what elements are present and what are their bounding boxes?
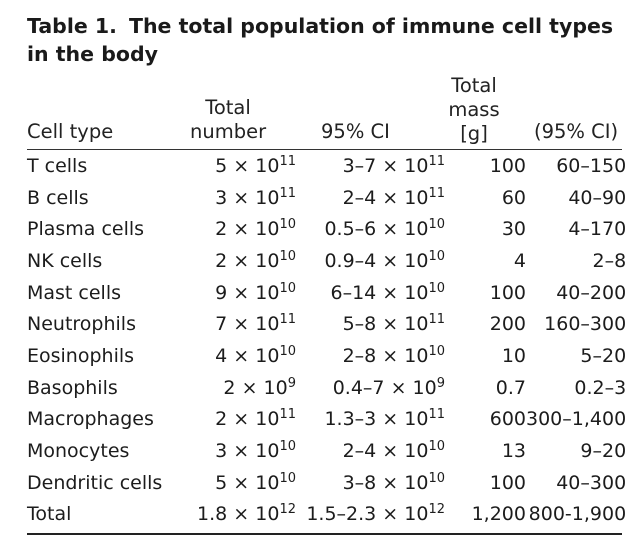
total-number-value: 5 × 1011	[215, 153, 296, 177]
ci-range-value: 1.3–3 × 1011	[324, 407, 445, 431]
cell-type-name: Mast cells	[27, 281, 122, 304]
table-row: Monocytes 3 × 1010 2–4 × 1010 13 9–20	[27, 435, 626, 467]
total-mass-value: 1,200	[471, 503, 526, 526]
cell-type-name: Basophils	[27, 376, 118, 399]
mass-ci-value: 9–20	[580, 440, 627, 463]
mass-ci-value: 40–300	[556, 471, 627, 494]
header-total-number-line1: Total	[205, 96, 251, 119]
ci-range-value: 6–14 × 1010	[330, 280, 445, 304]
cell-type-name: Macrophages	[27, 408, 154, 431]
total-number-value: 7 × 1011	[215, 312, 296, 336]
total-number-value: 9 × 1010	[215, 280, 296, 304]
total-mass-value: 600	[489, 408, 526, 431]
table-row: Total 1.8 × 1012 1.5–2.3 × 1012 1,200 800-1,…	[27, 499, 626, 531]
header-ci: 95% CI	[321, 120, 390, 143]
table-row: Mast cells 9 × 1010 6–14 × 1010 100 40–200	[27, 277, 626, 309]
table-row: Dendritic cells 5 × 1010 3–8 × 1010 100 40–3…	[27, 467, 626, 499]
ci-range-value: 2–4 × 1010	[342, 439, 445, 463]
ci-range-value: 3–7 × 1011	[342, 153, 445, 177]
table-row: Basophils 2 × 109 0.4–7 × 109 0.7 0.2–3	[27, 372, 626, 404]
total-number-value: 4 × 1010	[215, 343, 296, 367]
cell-type-name: Plasma cells	[27, 218, 145, 241]
header-cell-type: Cell type	[27, 120, 114, 143]
mass-ci-value: 2–8	[592, 249, 627, 272]
table-row: NK cells 2 × 1010 0.9–4 × 1010 4 2–8	[27, 245, 626, 277]
cell-type-name: Monocytes	[27, 440, 130, 463]
total-mass-value: 13	[501, 440, 526, 463]
header-total-mass-line3: [g]	[460, 122, 488, 145]
table-row: Neutrophils 7 × 1011 5–8 × 1011 200 160–300	[27, 308, 626, 340]
total-mass-value: 0.7	[495, 376, 526, 399]
total-mass-value: 200	[489, 313, 526, 336]
header-rule	[27, 149, 622, 150]
mass-ci-value: 0.2–3	[574, 376, 627, 399]
total-mass-value: 30	[501, 218, 526, 241]
mass-ci-value: 5–20	[580, 344, 627, 367]
total-mass-value: 100	[489, 154, 526, 177]
total-number-value: 3 × 1010	[215, 439, 296, 463]
table-body: T cells 5 × 1011 3–7 × 1011 100 60–150 B cell…	[27, 150, 626, 530]
total-number-value: 2 × 1010	[215, 248, 296, 272]
mass-ci-value: 4–170	[568, 218, 627, 241]
cell-type-name: NK cells	[27, 249, 103, 272]
mass-ci-value: 160–300	[544, 313, 627, 336]
ci-range-value: 0.9–4 × 1010	[324, 248, 445, 272]
header-total-mass-line1: Total	[451, 74, 497, 97]
cell-type-name: T cells	[27, 154, 88, 177]
ci-range-value: 1.5–2.3 × 1012	[306, 502, 445, 526]
mass-ci-value: 800-1,900	[528, 503, 627, 526]
cell-type-name: B cells	[27, 186, 89, 209]
bottom-rule	[27, 533, 622, 535]
cell-type-name: Total	[27, 503, 72, 526]
header-total-number-line2: number	[190, 120, 267, 143]
mass-ci-value: 60–150	[556, 154, 627, 177]
total-number-value: 2 × 1010	[215, 217, 296, 241]
table-row: T cells 5 × 1011 3–7 × 1011 100 60–150	[27, 150, 626, 182]
ci-range-value: 5–8 × 1011	[342, 312, 445, 336]
header-total-number: Total number	[190, 96, 266, 144]
total-number-value: 2 × 109	[223, 375, 296, 399]
ci-range-value: 0.5–6 × 1010	[324, 217, 445, 241]
ci-range-value: 2–8 × 1010	[342, 343, 445, 367]
ci-range-value: 2–4 × 1011	[342, 185, 445, 209]
total-number-value: 2 × 1011	[215, 407, 296, 431]
total-number-value: 1.8 × 1012	[197, 502, 296, 526]
table-number: Table 1.	[27, 14, 117, 38]
total-mass-value: 100	[489, 281, 526, 304]
header-mass-ci: (95% CI)	[534, 120, 619, 143]
mass-ci-value: 300–1,400	[526, 408, 627, 431]
header-total-mass: Total mass [g]	[448, 74, 500, 146]
table-row: Plasma cells 2 × 1010 0.5–6 × 1010 30 4–170	[27, 213, 626, 245]
total-number-value: 3 × 1011	[215, 185, 296, 209]
cell-type-name: Eosinophils	[27, 344, 135, 367]
total-mass-value: 10	[501, 344, 526, 367]
cell-type-name: Neutrophils	[27, 313, 136, 336]
total-number-value: 5 × 1010	[215, 470, 296, 494]
immune-cell-table: T cells 5 × 1011 3–7 × 1011 100 60–150 B cell…	[27, 150, 626, 530]
total-mass-value: 4	[513, 249, 526, 272]
ci-range-value: 0.4–7 × 109	[332, 375, 445, 399]
cell-type-name: Dendritic cells	[27, 471, 163, 494]
table-row: B cells 3 × 1011 2–4 × 1011 60 40–90	[27, 182, 626, 214]
table-caption: The total population of immune cell type…	[27, 14, 614, 66]
total-mass-value: 60	[501, 186, 526, 209]
mass-ci-value: 40–90	[568, 186, 627, 209]
mass-ci-value: 40–200	[556, 281, 627, 304]
table-row: Macrophages 2 × 1011 1.3–3 × 1011 600 300–1,…	[27, 404, 626, 436]
table-title: Table 1. The total population of immune c…	[27, 12, 632, 68]
total-mass-value: 100	[489, 471, 526, 494]
header-total-mass-line2: mass	[448, 98, 500, 121]
table-row: Eosinophils 4 × 1010 2–8 × 1010 10 5–20	[27, 340, 626, 372]
ci-range-value: 3–8 × 1010	[342, 470, 445, 494]
